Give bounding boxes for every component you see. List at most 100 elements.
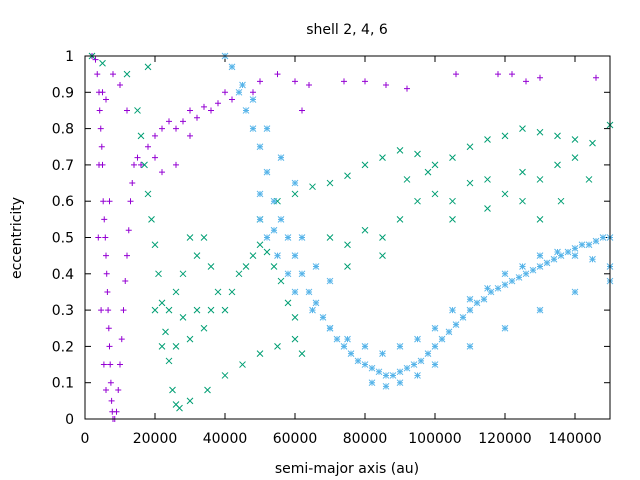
data-point bbox=[169, 386, 176, 394]
data-point bbox=[509, 71, 515, 78]
data-point bbox=[379, 350, 386, 358]
data-point bbox=[291, 335, 299, 343]
data-point bbox=[368, 364, 376, 372]
y-tick-label: 0.8 bbox=[52, 122, 74, 138]
data-point bbox=[341, 78, 347, 85]
data-point bbox=[256, 190, 264, 198]
data-point bbox=[554, 132, 561, 140]
data-point bbox=[284, 299, 292, 307]
data-point bbox=[108, 397, 115, 404]
data-point bbox=[155, 270, 162, 278]
data-point bbox=[557, 197, 565, 205]
data-point bbox=[105, 325, 112, 332]
data-point bbox=[519, 168, 526, 176]
data-point bbox=[201, 103, 207, 110]
data-point bbox=[298, 270, 306, 278]
data-point bbox=[101, 216, 108, 223]
data-point bbox=[104, 288, 111, 295]
data-point bbox=[379, 252, 386, 260]
data-point bbox=[95, 234, 102, 241]
data-point bbox=[484, 284, 491, 292]
data-point bbox=[148, 215, 155, 223]
data-point bbox=[222, 89, 228, 96]
data-point bbox=[536, 263, 544, 270]
data-point bbox=[536, 306, 544, 314]
data-point bbox=[100, 198, 107, 205]
data-point bbox=[361, 226, 369, 234]
data-point bbox=[414, 197, 421, 205]
data-point bbox=[312, 263, 320, 270]
data-point bbox=[410, 361, 418, 368]
data-point bbox=[466, 306, 474, 314]
data-point bbox=[96, 107, 103, 114]
data-point bbox=[414, 372, 421, 379]
data-point bbox=[186, 397, 194, 405]
y-tick-label: 0.2 bbox=[52, 339, 74, 355]
x-tick-label: 20000 bbox=[133, 431, 178, 447]
data-point bbox=[103, 386, 109, 393]
data-point bbox=[495, 71, 501, 78]
data-point bbox=[459, 314, 467, 321]
data-point bbox=[221, 306, 229, 314]
data-point bbox=[494, 284, 502, 292]
data-point bbox=[151, 241, 159, 249]
data-point bbox=[193, 306, 201, 314]
data-point bbox=[361, 161, 369, 169]
data-point bbox=[235, 88, 243, 96]
series-2 bbox=[88, 52, 614, 412]
data-point bbox=[176, 404, 183, 412]
data-point bbox=[501, 132, 509, 140]
data-point bbox=[537, 74, 543, 81]
data-point bbox=[466, 143, 474, 151]
data-point bbox=[249, 125, 257, 132]
data-point bbox=[129, 180, 136, 187]
data-point bbox=[100, 361, 107, 368]
data-point bbox=[179, 270, 187, 278]
data-point bbox=[152, 132, 158, 139]
data-point bbox=[122, 278, 129, 285]
data-point bbox=[284, 234, 292, 241]
data-point bbox=[550, 255, 558, 263]
data-point bbox=[396, 368, 404, 376]
data-point bbox=[249, 96, 257, 103]
data-point bbox=[235, 270, 243, 278]
data-point bbox=[298, 234, 306, 241]
x-tick-label: 40000 bbox=[203, 431, 248, 447]
data-point bbox=[120, 307, 127, 314]
data-point bbox=[589, 255, 596, 263]
data-point bbox=[396, 379, 404, 387]
data-point bbox=[306, 82, 312, 89]
data-point bbox=[117, 82, 123, 89]
data-point bbox=[554, 248, 561, 256]
data-point bbox=[452, 321, 460, 328]
data-point bbox=[361, 343, 369, 350]
x-tick-label: 120000 bbox=[478, 431, 531, 447]
x-tick-label: 140000 bbox=[548, 431, 601, 447]
data-point bbox=[453, 71, 459, 78]
data-point bbox=[134, 154, 141, 161]
data-point bbox=[158, 299, 166, 307]
data-point bbox=[256, 350, 264, 358]
data-point bbox=[501, 281, 509, 289]
data-point bbox=[92, 56, 99, 63]
data-point bbox=[144, 63, 152, 71]
data-point bbox=[554, 161, 561, 169]
data-point bbox=[592, 237, 600, 245]
data-point bbox=[292, 78, 298, 85]
data-point bbox=[110, 71, 116, 78]
x-tick-label: 100000 bbox=[408, 431, 461, 447]
data-point bbox=[585, 176, 593, 183]
data-point bbox=[438, 335, 446, 343]
data-point bbox=[274, 252, 281, 260]
x-tick-label: 60000 bbox=[273, 431, 318, 447]
data-point bbox=[137, 132, 145, 140]
data-point bbox=[417, 357, 425, 365]
data-point bbox=[571, 154, 579, 161]
data-point bbox=[319, 314, 327, 321]
data-point bbox=[284, 270, 292, 278]
data-point bbox=[449, 215, 456, 223]
data-point bbox=[431, 161, 439, 169]
data-point bbox=[291, 179, 299, 187]
data-point bbox=[536, 176, 544, 183]
data-point bbox=[519, 125, 526, 132]
